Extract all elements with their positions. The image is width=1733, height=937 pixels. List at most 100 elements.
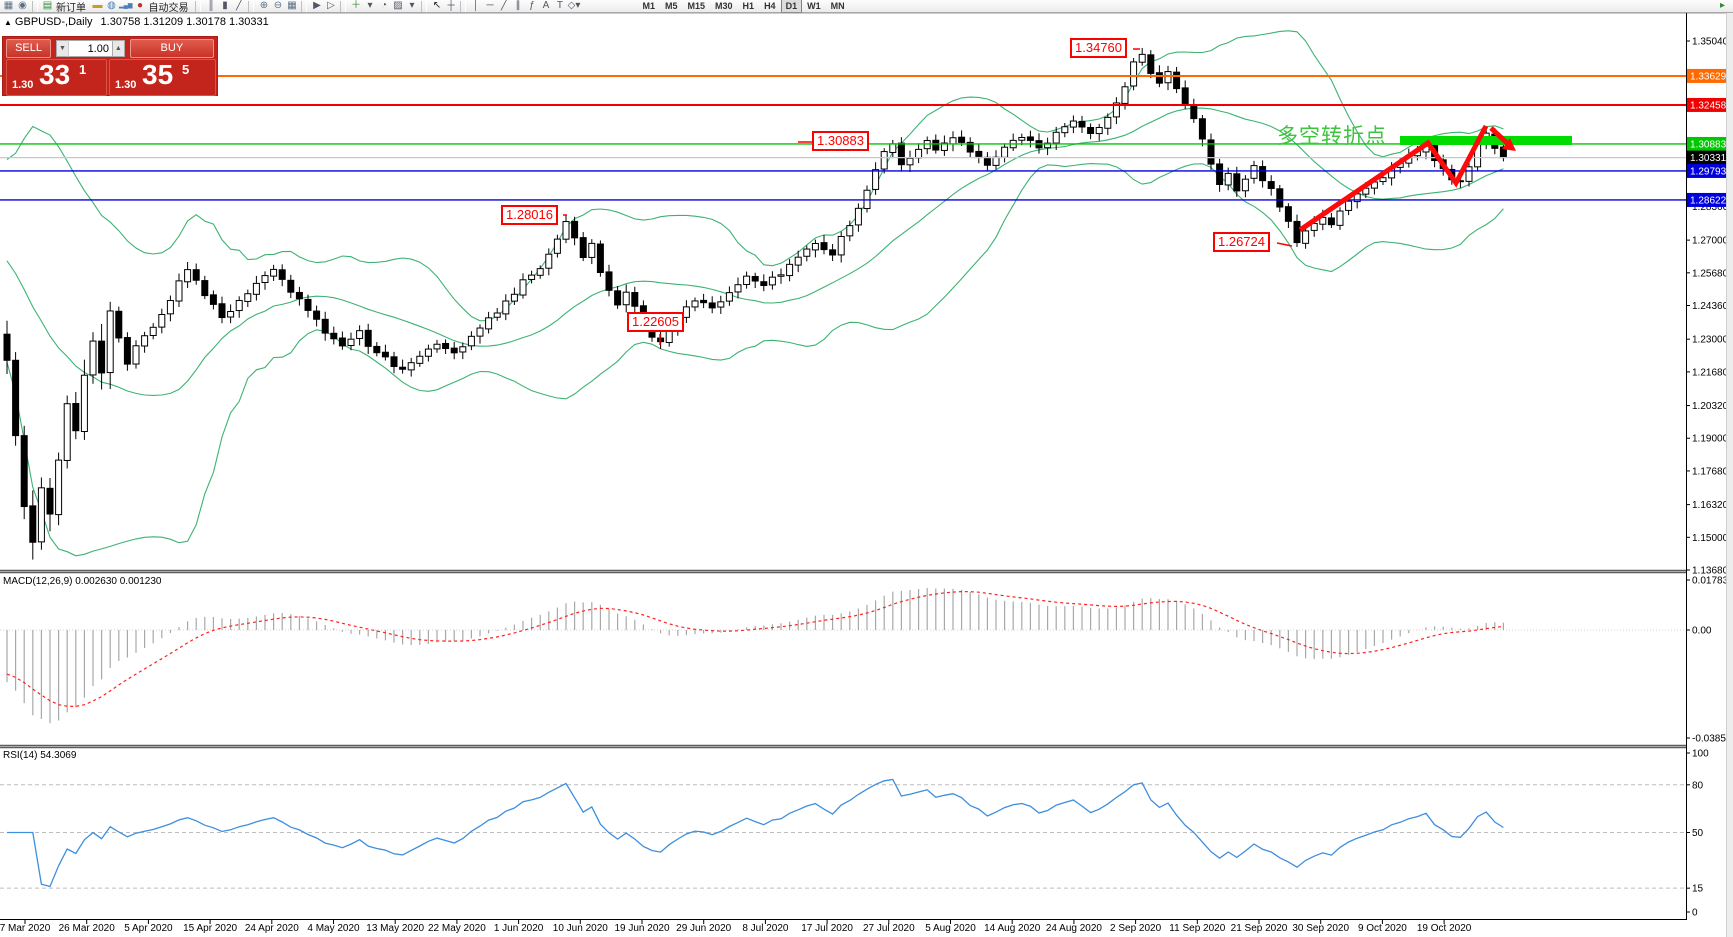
collapse-triangle-icon[interactable]: ▲ [4, 18, 12, 27]
volume-decrease-button[interactable]: ▼ [56, 40, 69, 57]
vertical-line-icon[interactable]: │ [472, 0, 480, 11]
timeframe-m1[interactable]: M1 [642, 1, 655, 11]
periods-icon[interactable]: ◔ [380, 0, 387, 11]
callout-leader-line [1276, 242, 1293, 247]
chart-symbol-label: GBPUSD-,Daily [14, 16, 93, 28]
sell-price-tile[interactable]: 1.30 33 1 [6, 59, 107, 96]
price-tick: 1.24360 [1692, 301, 1729, 312]
sell-button[interactable]: SELL [6, 39, 52, 58]
price-tick: 1.27000 [1692, 236, 1729, 247]
price-callout-1.22605[interactable]: 1.22605 [627, 312, 684, 332]
new-window-icon[interactable]: ▸ [1719, 0, 1726, 11]
new-order-label[interactable]: 新订单 [56, 2, 86, 14]
shapes-dropdown-icon[interactable]: ◇▾ [567, 0, 581, 11]
trend-arrow-shaft[interactable] [1489, 126, 1510, 146]
date-tick: 27 Jul 2020 [863, 923, 915, 934]
price-callout-1.34760[interactable]: 1.34760 [1070, 38, 1127, 58]
autotrading-icon[interactable]: ● [136, 0, 143, 11]
cursor-icon[interactable]: ↖ [432, 0, 442, 11]
date-tick: 19 Jun 2020 [614, 923, 669, 934]
community-icon[interactable]: ◍ [107, 0, 116, 11]
date-tick: 1 Jun 2020 [494, 923, 544, 934]
price-callout-1.26724[interactable]: 1.26724 [1213, 232, 1270, 252]
trend-zigzag[interactable] [1298, 124, 1489, 233]
indicators-dropdown-icon[interactable]: ▾ [367, 0, 373, 11]
sep2 [195, 0, 202, 12]
price-badge-1.32458 [1687, 97, 1732, 112]
pivot-annotation-text[interactable]: 多空转折点 [1277, 125, 1387, 148]
date-tick: 4 May 2020 [307, 923, 360, 934]
vertical-scrollbar[interactable] [1726, 13, 1733, 937]
bar-chart-icon[interactable]: ║ [207, 0, 215, 11]
price-tick: 1.16320 [1692, 500, 1729, 511]
price-badge-1.33629 [1687, 68, 1732, 83]
timeframe-m15[interactable]: M15 [687, 1, 706, 11]
price-tick: 1.25680 [1692, 268, 1729, 279]
volume-increase-button[interactable]: ▲ [111, 40, 125, 57]
price-callout-1.30883[interactable]: 1.30883 [812, 131, 869, 151]
timeframe-m30[interactable]: M30 [715, 1, 733, 11]
fibonacci-icon[interactable]: ƒ [529, 0, 535, 11]
price-badge-text: 1.29793 [1690, 166, 1727, 177]
zoom-out-icon[interactable]: ⊖ [273, 0, 283, 11]
sell-price-sup: 1 [79, 62, 87, 77]
rsi-axis-tick: 0 [1692, 908, 1698, 919]
rsi-axis-tick: 15 [1692, 884, 1704, 895]
sell-price-prefix: 1.30 [12, 79, 34, 91]
macd-axis-tick: -0.038559 [1692, 734, 1733, 745]
price-axis[interactable]: 1.350401.323601.283601.270001.256801.243… [1686, 37, 1733, 919]
signal-icon[interactable]: ▂▄▆ [119, 3, 133, 9]
buy-price-big: 35 [142, 59, 174, 90]
preview-icon[interactable]: ◉ [18, 0, 27, 11]
buy-button[interactable]: BUY [129, 39, 214, 58]
templates-icon[interactable]: ▨ [393, 0, 403, 11]
date-tick: 5 Aug 2020 [925, 923, 976, 934]
timeframe-m5[interactable]: M5 [665, 1, 678, 11]
timeframe-h1[interactable]: H1 [742, 1, 755, 11]
indicators-icon[interactable]: ＋ [350, 0, 361, 11]
sep5 [340, 0, 347, 12]
date-tick: 24 Apr 2020 [245, 923, 299, 934]
templates-dropdown-icon[interactable]: ▾ [409, 0, 415, 11]
timeframe-w1[interactable]: W1 [807, 1, 821, 11]
price-tick: 1.21680 [1692, 367, 1729, 378]
auto-scroll-icon[interactable]: ▶ [313, 0, 321, 11]
timeframe-h4[interactable]: H4 [764, 1, 776, 11]
deposit-icon[interactable]: ▬ [92, 0, 103, 11]
zoom-in-icon[interactable]: ⊕ [259, 0, 269, 11]
line-chart-icon[interactable]: ╱ [235, 0, 242, 11]
channel-icon[interactable]: ∥ [515, 0, 521, 11]
tile-windows-icon[interactable]: ▦ [287, 0, 297, 11]
date-tick: 24 Aug 2020 [1046, 923, 1103, 934]
volume-input[interactable]: 1.00 [68, 40, 112, 57]
price-tick: 1.20320 [1692, 401, 1729, 412]
time-axis[interactable]: 7 Mar 2020 26 Mar 2020 5 Apr 2020 15 Apr 20… [0, 920, 1472, 934]
rsi-axis-tick: 80 [1692, 780, 1704, 791]
chart-window-icon[interactable]: ▦ [3, 0, 14, 11]
price-callout-1.28016[interactable]: 1.28016 [501, 205, 558, 225]
bollinger-upper-band [6, 30, 1504, 322]
candlestick-chart-icon[interactable]: ▮ [222, 0, 228, 11]
buy-price-tile[interactable]: 1.30 35 5 [109, 59, 216, 96]
crosshair-icon[interactable]: ┼ [447, 0, 455, 11]
horizontal-line-icon[interactable]: ─ [486, 0, 494, 11]
label-icon[interactable]: T [556, 0, 564, 11]
resistance-highlight-bar[interactable] [1400, 136, 1572, 145]
sep3 [248, 0, 255, 12]
rsi-axis-tick: 100 [1692, 749, 1709, 760]
trendline-icon[interactable]: ╱ [500, 0, 507, 11]
new-order-icon[interactable]: ▤ [42, 0, 53, 11]
bollinger-middle-band [6, 107, 1504, 396]
text-icon[interactable]: A [542, 0, 550, 11]
chart-ohlc-values: 1.30758 1.31209 1.30178 1.30331 [100, 16, 269, 28]
rsi-axis-tick: 50 [1692, 828, 1704, 839]
macd-label: MACD(12,26,9) 0.002630 0.001230 [3, 576, 162, 587]
date-tick: 26 Mar 2020 [59, 923, 116, 934]
price-badge-text: 1.30883 [1690, 139, 1727, 150]
sep4 [301, 0, 308, 12]
timeframe-mn[interactable]: MN [830, 1, 845, 11]
autotrading-label[interactable]: 自动交易 [148, 2, 189, 14]
chart-shift-icon[interactable]: ▷ [327, 0, 335, 11]
price-tick: 1.28360 [1692, 202, 1729, 213]
